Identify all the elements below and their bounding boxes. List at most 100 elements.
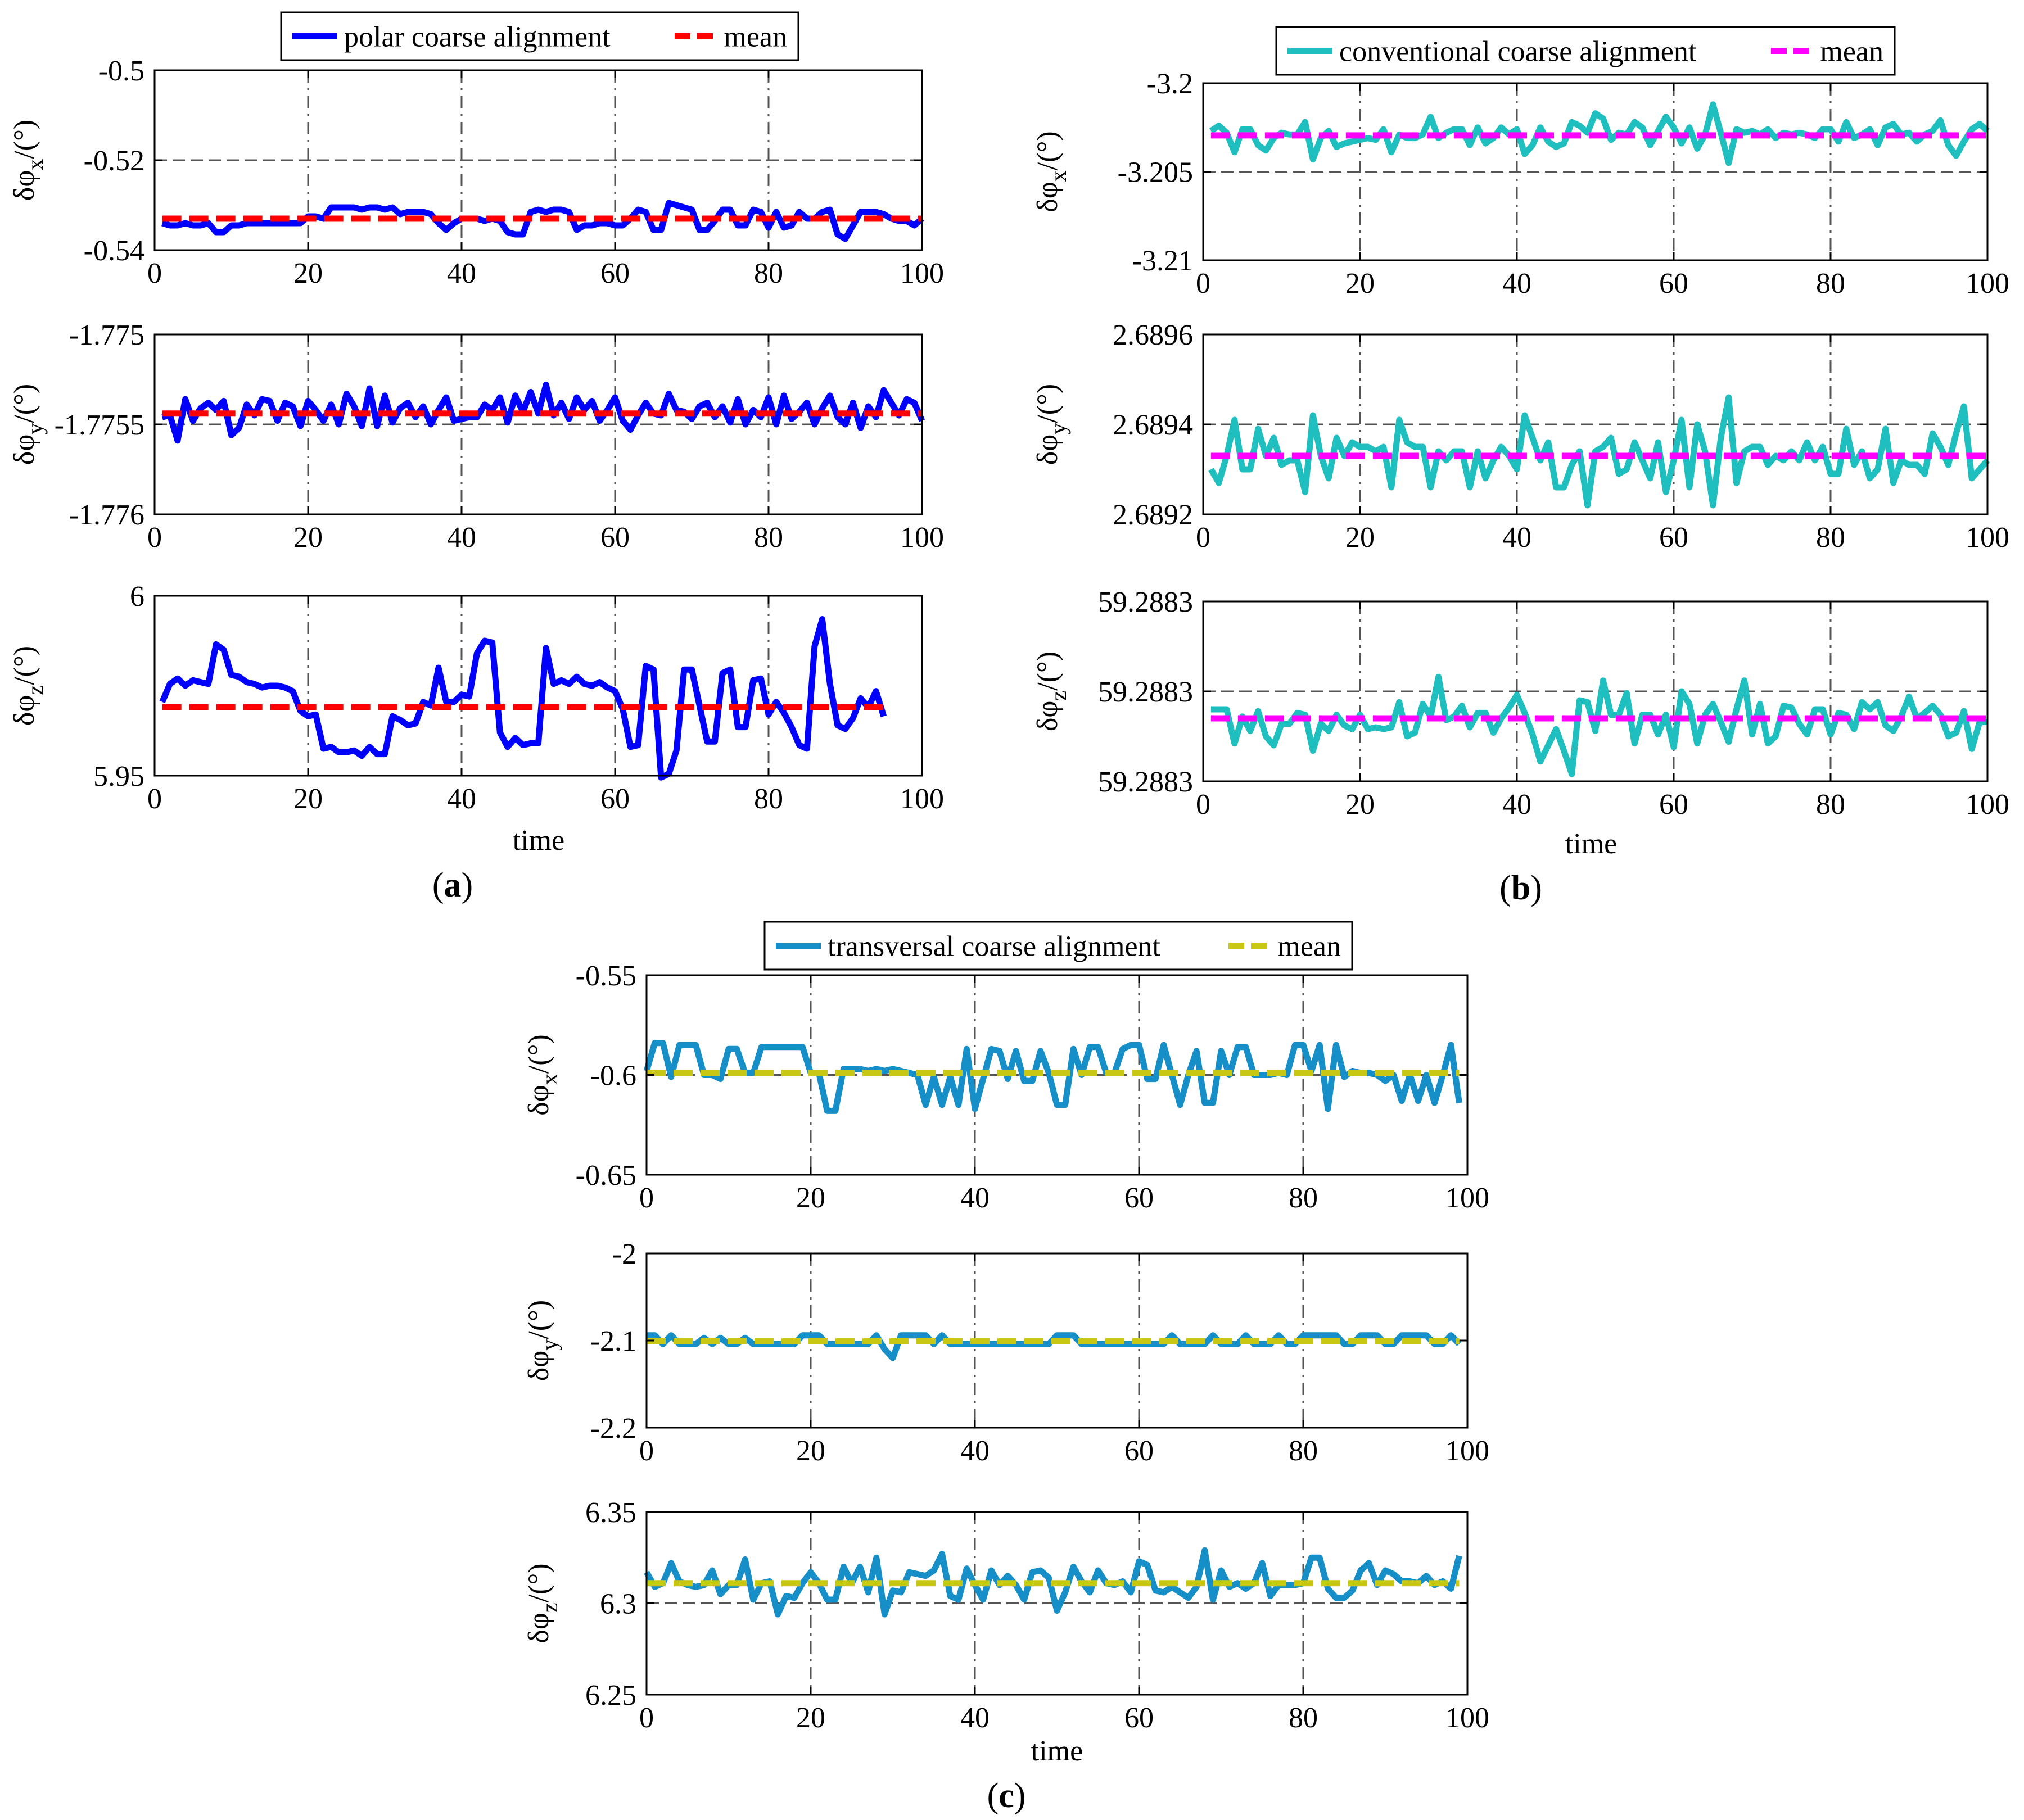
x-tick-label: 80 xyxy=(1816,789,1845,821)
x-tick-label: 40 xyxy=(960,1182,990,1214)
legend-a: polar coarse alignment mean xyxy=(280,11,799,61)
x-tick-label: 80 xyxy=(1816,522,1845,554)
subplot-b-x: 0 20 40 60 80 100 -3.2 -3.205 -3.21 δφx/(°) xyxy=(1032,68,2009,300)
x-tick-label: 0 xyxy=(1196,522,1210,554)
x-tick-label: 40 xyxy=(447,257,476,289)
x-tick-label: 0 xyxy=(1196,789,1210,821)
y-tick-label: -1.775 xyxy=(69,319,144,351)
x-tick-label: 40 xyxy=(1502,268,1531,300)
y-tick-label: -2.1 xyxy=(590,1325,636,1357)
y-tick-label: 2.6894 xyxy=(1113,409,1193,441)
panel-label: (a) xyxy=(432,866,473,904)
x-tick-label: 20 xyxy=(293,522,323,554)
subplot-c-x: 0 20 40 60 80 100 -0.55 -0.6 -0.65 δφx/(°) xyxy=(523,960,1489,1214)
x-axis-title: time xyxy=(1565,828,1617,860)
y-tick-label: -1.776 xyxy=(69,499,144,531)
panel-label: (c) xyxy=(987,1777,1026,1815)
y-tick-label: -3.205 xyxy=(1118,157,1193,189)
y-axis-label: δφz/(°) xyxy=(8,646,48,726)
y-tick-label: 2.6892 xyxy=(1113,499,1193,531)
x-tick-label: 100 xyxy=(1966,268,2009,300)
y-axis-label: δφy/(°) xyxy=(8,384,48,465)
x-tick-label: 40 xyxy=(960,1702,990,1734)
series-line xyxy=(1210,673,1987,777)
y-tick-label: 6.25 xyxy=(585,1679,636,1712)
x-tick-label: 100 xyxy=(1966,789,2009,821)
x-tick-label: 20 xyxy=(293,257,323,289)
series-line xyxy=(644,1547,1462,1618)
x-tick-label: 60 xyxy=(600,522,630,554)
x-tick-label: 100 xyxy=(1966,522,2009,554)
axes-frame xyxy=(153,595,923,777)
y-tick-label: -0.65 xyxy=(576,1160,636,1192)
x-tick-label: 0 xyxy=(1196,268,1210,300)
x-tick-label: 40 xyxy=(447,783,476,815)
y-tick-label: -3.21 xyxy=(1132,245,1193,277)
y-tick-label: 59.2883 xyxy=(1098,676,1193,708)
series-line xyxy=(1208,394,1990,509)
subplot-a-x: 0 20 40 60 80 100 -0.5 -0.52 -0.54 δφx/(°) xyxy=(8,55,944,289)
legend-line-label: polar coarse alignment xyxy=(344,21,611,53)
x-tick-label: 80 xyxy=(1816,268,1845,300)
legend-mean-label: mean xyxy=(1277,931,1341,963)
y-axis-label: δφx/(°) xyxy=(523,1034,562,1115)
x-tick-label: 80 xyxy=(754,522,783,554)
x-tick-label: 80 xyxy=(754,783,783,815)
x-tick-label: 40 xyxy=(447,522,476,554)
x-tick-label: 80 xyxy=(1289,1435,1318,1467)
x-tick-label: 20 xyxy=(1345,789,1375,821)
x-tick-label: 60 xyxy=(1124,1702,1154,1734)
x-tick-label: 100 xyxy=(1445,1435,1489,1467)
x-tick-label: 40 xyxy=(1502,789,1531,821)
y-tick-label: 6.35 xyxy=(585,1497,636,1529)
legend-box xyxy=(1275,26,1896,76)
legend-c: transversal coarse alignment mean xyxy=(763,921,1353,971)
y-tick-label: 59.2883 xyxy=(1098,586,1193,618)
y-tick-label: -2 xyxy=(612,1238,636,1270)
subplot-a-y: 0 20 40 60 80 100 -1.775 -1.7755 -1.776 δφy/(°) xyxy=(8,319,944,554)
subplot-b-z: 0 20 40 60 80 100 59.2883 59.2883 59.2883 δφz/(°) xyxy=(1032,586,2009,821)
y-axis-label: δφx/(°) xyxy=(8,120,48,201)
x-tick-label: 100 xyxy=(900,257,944,289)
x-tick-label: 100 xyxy=(900,783,944,815)
x-tick-label: 20 xyxy=(796,1435,825,1467)
y-tick-label: 6.3 xyxy=(600,1588,636,1620)
x-axis-title: time xyxy=(1031,1735,1083,1767)
x-tick-label: 100 xyxy=(1445,1702,1489,1734)
y-tick-label: -0.52 xyxy=(84,145,144,177)
x-tick-label: 80 xyxy=(754,257,783,289)
x-tick-label: 100 xyxy=(900,522,944,554)
x-tick-label: 0 xyxy=(147,783,162,815)
y-axis-label: δφx/(°) xyxy=(1032,131,1071,212)
x-tick-label: 80 xyxy=(1289,1182,1318,1214)
series-line xyxy=(1209,101,1990,166)
panel-label: (b) xyxy=(1499,869,1542,907)
x-tick-label: 40 xyxy=(960,1435,990,1467)
y-tick-label: 59.2883 xyxy=(1098,766,1193,798)
x-tick-label: 20 xyxy=(293,783,323,815)
x-tick-label: 60 xyxy=(1124,1435,1154,1467)
series-line xyxy=(159,616,887,781)
y-tick-label: 5.95 xyxy=(93,760,144,793)
legend-b: conventional coarse alignment mean xyxy=(1275,26,1896,76)
x-tick-label: 0 xyxy=(147,257,162,289)
y-axis-label: δφz/(°) xyxy=(1032,651,1071,731)
x-tick-label: 20 xyxy=(1345,522,1375,554)
series-line xyxy=(643,1040,1462,1114)
x-tick-label: 0 xyxy=(639,1435,654,1467)
y-tick-label: -0.55 xyxy=(576,960,636,992)
y-tick-label: 2.6896 xyxy=(1113,319,1193,351)
legend-line-label: transversal coarse alignment xyxy=(828,931,1161,963)
x-tick-label: 60 xyxy=(600,257,630,289)
x-axis-title: time xyxy=(513,825,564,857)
x-tick-label: 20 xyxy=(796,1702,825,1734)
x-tick-label: 20 xyxy=(796,1182,825,1214)
y-tick-label: 6 xyxy=(130,581,144,613)
x-tick-label: 0 xyxy=(147,522,162,554)
x-tick-label: 100 xyxy=(1445,1182,1489,1214)
y-tick-label: -2.2 xyxy=(590,1412,636,1445)
x-tick-label: 0 xyxy=(639,1702,654,1734)
y-tick-label: -0.6 xyxy=(590,1060,636,1092)
subplot-c-z: 0 20 40 60 80 100 6.35 6.3 6.25 δφz/(°) xyxy=(523,1497,1489,1734)
